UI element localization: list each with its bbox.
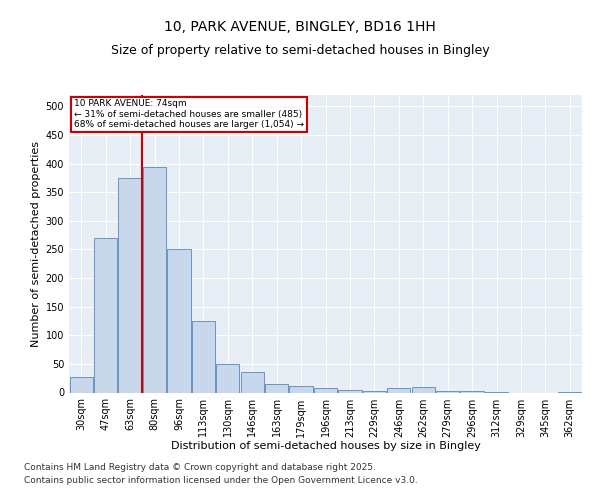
Bar — [192, 321, 215, 392]
Bar — [265, 384, 288, 392]
Bar — [338, 390, 362, 392]
Bar — [387, 388, 410, 392]
Text: 10, PARK AVENUE, BINGLEY, BD16 1HH: 10, PARK AVENUE, BINGLEY, BD16 1HH — [164, 20, 436, 34]
Text: Size of property relative to semi-detached houses in Bingley: Size of property relative to semi-detach… — [110, 44, 490, 57]
Bar — [118, 178, 142, 392]
X-axis label: Distribution of semi-detached houses by size in Bingley: Distribution of semi-detached houses by … — [170, 441, 481, 451]
Text: Contains public sector information licensed under the Open Government Licence v3: Contains public sector information licen… — [24, 476, 418, 485]
Bar — [412, 387, 435, 392]
Bar — [143, 166, 166, 392]
Text: Contains HM Land Registry data © Crown copyright and database right 2025.: Contains HM Land Registry data © Crown c… — [24, 464, 376, 472]
Bar — [167, 250, 191, 392]
Bar — [70, 377, 93, 392]
Bar — [241, 372, 264, 392]
Bar — [94, 238, 117, 392]
Bar — [314, 388, 337, 392]
Text: 10 PARK AVENUE: 74sqm
← 31% of semi-detached houses are smaller (485)
68% of sem: 10 PARK AVENUE: 74sqm ← 31% of semi-deta… — [74, 100, 304, 130]
Bar — [436, 391, 459, 392]
Y-axis label: Number of semi-detached properties: Number of semi-detached properties — [31, 141, 41, 347]
Bar — [216, 364, 239, 392]
Bar — [289, 386, 313, 392]
